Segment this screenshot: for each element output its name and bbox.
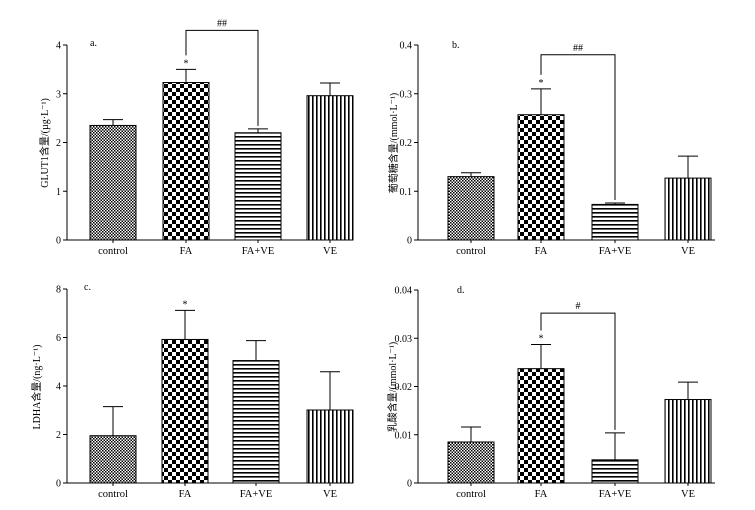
panel-b-y-tick-label: 0.2 [400, 138, 413, 149]
panel-a-x-tick-label: FA+VE [242, 246, 275, 257]
panel-a-y-tick-label: 2 [56, 138, 61, 149]
panel-b-significance-star: * [539, 78, 544, 89]
panel-c-y-tick-label: 8 [56, 285, 61, 296]
panel-c-x-tick-label: VE [323, 489, 337, 500]
panel-d-significance-bracket [540, 312, 616, 430]
panel-b-x-tick-label: FA+VE [599, 246, 632, 257]
panel-b-bar-ve [664, 177, 712, 241]
panel-c: c. LDHA含量/(ng·L⁻¹) [30, 282, 91, 429]
panel-b-x-tick-label: control [456, 246, 486, 257]
panel-b-y-axis-label: 葡萄糖含量/(mmol·L⁻¹) [387, 93, 400, 194]
panel-d-significance-star: * [539, 334, 544, 345]
panel-a-label: a. [90, 38, 97, 49]
panel-b-label: b. [452, 40, 460, 51]
panel-c-x-tick-label: control [98, 489, 128, 500]
panel-a-bar-fa-ve [234, 132, 282, 241]
panel-a-bar-fa [162, 82, 210, 241]
panel-a-y-tick-label: 3 [56, 89, 61, 100]
panel-d-y-tick-label: 0.03 [395, 334, 413, 345]
panel-d-y-tick-label: 0.01 [395, 430, 413, 441]
panel-b-y-tick-label: 0 [407, 236, 412, 247]
panel-c-x-tick-label: FA+VE [240, 489, 273, 500]
panel-d-y-axis-label: 乳酸含量/(mmol·L⁻¹) [386, 342, 399, 433]
panel-d-y-tick-label: 0.04 [395, 286, 413, 297]
panel-a-x-tick-label: control [98, 246, 128, 257]
panel-a: a. GLUT1含量/(µg·L⁻¹) [38, 38, 97, 188]
panel-a-y-tick-label: 4 [56, 41, 61, 52]
panel-d-bar-fa [517, 368, 565, 484]
panel-d-y-tick-label: 0 [407, 479, 412, 490]
panel-a-significance-star: * [184, 58, 189, 69]
panel-d-x-tick-label: VE [681, 489, 695, 500]
panel-b-x-tick-label: FA [535, 246, 548, 257]
panel-c-bar-fa [161, 338, 209, 484]
panel-c-y-tick-label: 6 [56, 333, 61, 344]
panel-c-x-tick-label: FA [179, 489, 192, 500]
panel-b: b. 葡萄糖含量/(mmol·L⁻¹) [387, 40, 460, 193]
panel-b-significance-bracket [540, 54, 616, 200]
panel-a-x-tick-label: VE [323, 246, 337, 257]
panel-b-bar-control [447, 176, 495, 241]
panel-c-bar-ve [306, 409, 354, 484]
panel-b-y-tick-label: 0.3 [400, 89, 413, 100]
panel-a-y-axis-label: GLUT1含量/(µg·L⁻¹) [38, 98, 51, 188]
panel-a-bar-ve [306, 95, 354, 241]
panel-d: d. 乳酸含量/(mmol·L⁻¹) [386, 285, 465, 432]
panel-d-bar-ve [664, 399, 712, 484]
panel-c-bar-control [89, 435, 137, 484]
panel-b-y-tick-label: 0.1 [400, 187, 413, 198]
panel-c-y-tick-label: 2 [56, 430, 61, 441]
panel-b-y-tick-label: 0.4 [400, 41, 413, 52]
panel-b-bar-fa [517, 114, 565, 241]
panel-d-x-tick-label: control [456, 489, 486, 500]
panel-d-bar-fa-ve [591, 459, 639, 484]
panel-a-bar-control [89, 124, 137, 241]
panel-a-significance-mark: ## [217, 18, 227, 29]
panel-a-x-tick-label: FA [180, 246, 193, 257]
panel-c-significance-star: * [183, 299, 188, 310]
panel-b-bar-fa-ve [591, 203, 639, 241]
panel-c-y-tick-label: 0 [56, 479, 61, 490]
panel-c-y-tick-label: 4 [56, 382, 61, 393]
panel-d-label: d. [457, 285, 465, 296]
panel-b-x-tick-label: VE [681, 246, 695, 257]
panel-d-x-tick-label: FA+VE [599, 489, 632, 500]
panel-d-bar-control [447, 441, 495, 484]
panel-a-y-tick-label: 0 [56, 236, 61, 247]
panel-a-significance-bracket [185, 29, 259, 126]
panel-d-significance-mark: # [576, 301, 581, 312]
panel-d-x-tick-label: FA [535, 489, 548, 500]
panel-c-label: c. [84, 282, 91, 293]
panel-b-significance-mark: ## [573, 43, 583, 54]
panel-c-bar-fa-ve [232, 360, 280, 484]
panel-c-y-axis-label: LDHA含量/(ng·L⁻¹) [30, 345, 43, 430]
panel-a-y-tick-label: 1 [56, 187, 61, 198]
panel-d-y-tick-label: 0.02 [395, 382, 413, 393]
